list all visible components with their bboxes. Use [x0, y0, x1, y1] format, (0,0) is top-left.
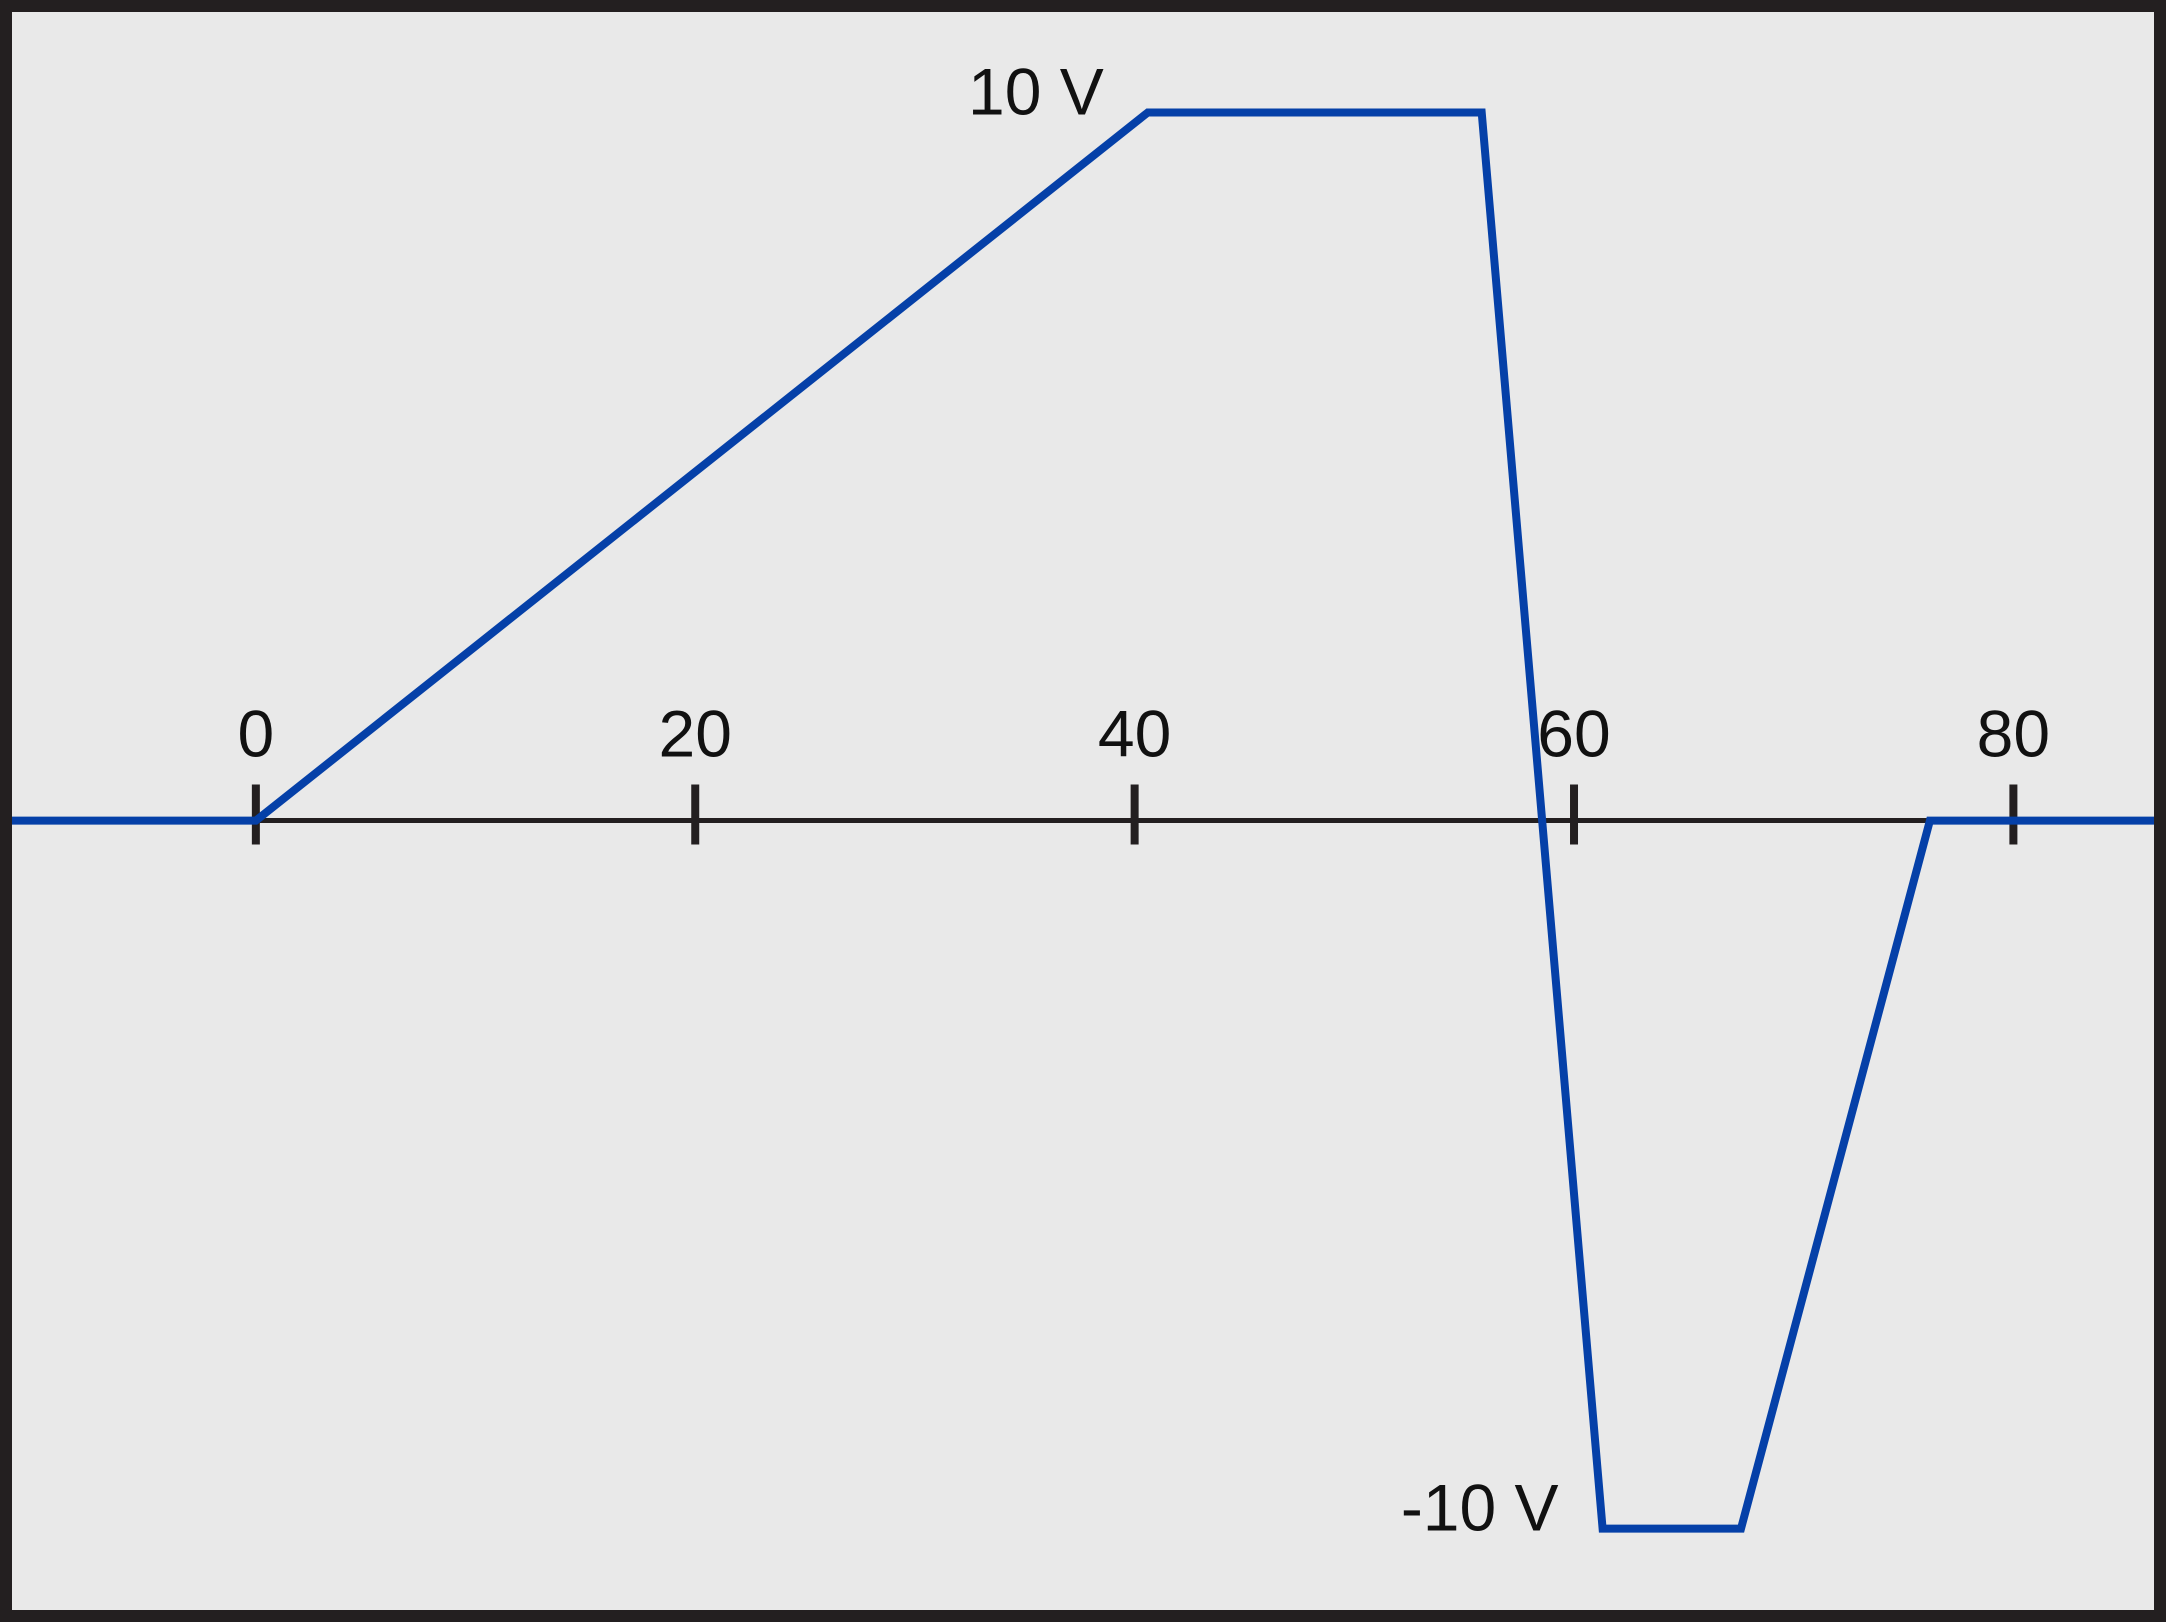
x-tick-label-60: 60	[1537, 697, 1610, 771]
x-tick-labels: 0 20 40 60 80	[237, 697, 2050, 771]
x-tick-label-80: 80	[1977, 697, 2050, 771]
x-tick-label-20: 20	[659, 697, 732, 771]
x-tick-label-0: 0	[237, 697, 274, 771]
annotation-min: -10 V	[1401, 1471, 1559, 1545]
x-tick-label-40: 40	[1098, 697, 1171, 771]
annotation-max: 10 V	[968, 55, 1104, 129]
x-ticks	[251, 784, 2018, 845]
series-line	[12, 108, 2154, 1533]
